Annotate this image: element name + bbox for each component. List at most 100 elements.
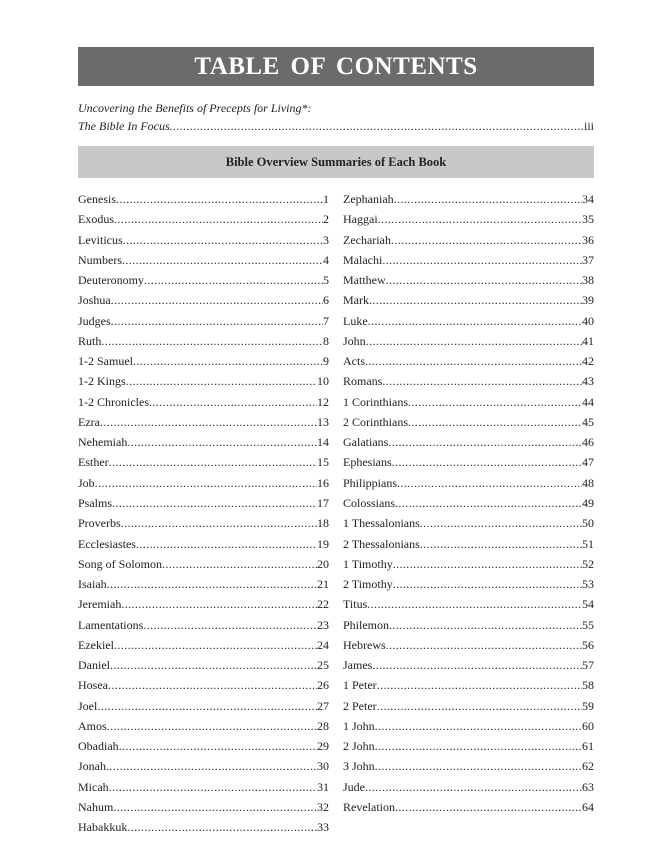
toc-entry[interactable]: 1-2 Samuel 9 [78, 351, 329, 371]
toc-entry[interactable]: Hosea 26 [78, 675, 329, 695]
toc-entry-title: Genesis [78, 192, 116, 206]
dot-leader [420, 534, 582, 554]
toc-entry[interactable]: Genesis 1 [78, 189, 329, 209]
dot-leader [391, 230, 582, 250]
toc-entry-title: Romans [343, 374, 383, 389]
toc-entry[interactable]: Philippians 48 [343, 473, 594, 493]
toc-entry[interactable]: Ezekiel 24 [78, 635, 329, 655]
toc-entry[interactable]: Daniel 25 [78, 655, 329, 675]
toc-entry-title: Ezekiel [78, 637, 114, 652]
toc-entry[interactable]: Micah 31 [78, 777, 329, 797]
toc-entry[interactable]: Isaiah 21 [78, 574, 329, 594]
dot-leader [106, 756, 317, 776]
toc-entry-page: 41 [582, 333, 594, 348]
toc-entry[interactable]: Obadiah 29 [78, 736, 329, 756]
toc-entry-title: 3 John [343, 759, 375, 774]
toc-entry[interactable]: Joshua 6 [78, 290, 329, 310]
toc-entry[interactable]: 1 Timothy 52 [343, 554, 594, 574]
toc-entry[interactable]: Song of Solomon 20 [78, 554, 329, 574]
toc-entry[interactable]: 2 Corinthians 45 [343, 412, 594, 432]
toc-entry[interactable]: Judges 7 [78, 311, 329, 331]
toc-entry-title: 1 John [343, 718, 375, 733]
toc-entry-page: 51 [582, 536, 594, 551]
toc-entry-title: Amos [78, 718, 107, 733]
toc-entry[interactable]: Jonah 30 [78, 756, 329, 776]
toc-entry-page: 18 [317, 516, 329, 531]
toc-entry-page: 55 [582, 617, 594, 632]
dot-leader [377, 696, 582, 716]
toc-entry-title: 1-2 Kings [78, 374, 126, 389]
toc-entry[interactable]: Romans 43 [343, 371, 594, 391]
toc-entry[interactable]: Joel 27 [78, 696, 329, 716]
toc-entry-page: 34 [582, 192, 594, 206]
toc-entry[interactable]: 1-2 Kings 10 [78, 371, 329, 391]
toc-entry-title: Philemon [343, 617, 390, 632]
toc-entry[interactable]: Habakkuk 33 [78, 817, 329, 837]
toc-entry-page: 43 [582, 374, 594, 389]
toc-entry[interactable]: 2 Timothy 53 [343, 574, 594, 594]
toc-entry[interactable]: Jude 63 [343, 777, 594, 797]
toc-entry-title: Deuteronomy [78, 273, 144, 288]
dot-leader [386, 270, 582, 290]
toc-entry[interactable]: 1 Peter 58 [343, 675, 594, 695]
toc-entry[interactable]: Revelation 64 [343, 797, 594, 817]
toc-entry[interactable]: Philemon 55 [343, 615, 594, 635]
dot-leader [375, 736, 582, 756]
toc-entry[interactable]: Ephesians 47 [343, 452, 594, 472]
toc-entry-page: 1 [323, 192, 329, 206]
toc-entry[interactable]: Luke 40 [343, 311, 594, 331]
toc-entry-page: 26 [317, 678, 329, 693]
toc-entry-page: 44 [582, 394, 594, 409]
toc-entry[interactable]: James 57 [343, 655, 594, 675]
toc-entry[interactable]: John 41 [343, 331, 594, 351]
toc-entry[interactable]: Proverbs 18 [78, 513, 329, 533]
toc-entry[interactable]: Lamentations 23 [78, 615, 329, 635]
toc-entry[interactable]: Colossians 49 [343, 493, 594, 513]
toc-entry[interactable]: 2 Thessalonians 51 [343, 534, 594, 554]
toc-entry[interactable]: Deuteronomy 5 [78, 270, 329, 290]
toc-entry-page: 21 [317, 577, 329, 592]
toc-entry-page: 64 [582, 799, 594, 814]
toc-entry[interactable]: Esther 15 [78, 452, 329, 472]
toc-entry[interactable]: Ruth 8 [78, 331, 329, 351]
toc-entry[interactable]: Nahum 32 [78, 797, 329, 817]
toc-entry[interactable]: 1 John 60 [343, 716, 594, 736]
toc-entry[interactable]: 1-2 Chronicles 12 [78, 392, 329, 412]
intro-entry[interactable]: Uncovering the Benefits of Precepts for … [78, 99, 594, 135]
toc-entry-title: Lamentations [78, 617, 144, 632]
toc-entry[interactable]: Mark 39 [343, 290, 594, 310]
toc-entry[interactable]: Ecclesiastes 19 [78, 534, 329, 554]
dot-leader [378, 209, 582, 229]
toc-entry-page: 19 [317, 536, 329, 551]
toc-entry[interactable]: Titus 54 [343, 594, 594, 614]
intro-line-1: Uncovering the Benefits of Precepts for … [78, 101, 312, 115]
toc-entry-page: 24 [317, 637, 329, 652]
toc-entry[interactable]: Hebrews 56 [343, 635, 594, 655]
toc-entry[interactable]: Jeremiah 22 [78, 594, 329, 614]
toc-entry[interactable]: 2 John 61 [343, 736, 594, 756]
toc-entry[interactable]: Job 16 [78, 473, 329, 493]
toc-entry[interactable]: Nehemiah 14 [78, 432, 329, 452]
toc-entry-title: Jeremiah [78, 597, 122, 612]
toc-entry[interactable]: Zechariah 36 [343, 230, 594, 250]
toc-entry[interactable]: Psalms 17 [78, 493, 329, 513]
toc-entry[interactable]: Numbers 4 [78, 250, 329, 270]
toc-entry[interactable]: 1 Thessalonians 50 [343, 513, 594, 533]
toc-entry[interactable]: 3 John 62 [343, 756, 594, 776]
dot-leader [101, 331, 323, 351]
dot-leader [108, 675, 317, 695]
toc-entry[interactable]: Acts 42 [343, 351, 594, 371]
toc-entry[interactable]: Amos 28 [78, 716, 329, 736]
toc-entry[interactable]: Exodus 2 [78, 209, 329, 229]
toc-entry-page: 57 [582, 658, 594, 673]
toc-entry[interactable]: Matthew 38 [343, 270, 594, 290]
dot-leader [116, 189, 323, 209]
toc-entry[interactable]: Malachi 37 [343, 250, 594, 270]
toc-entry[interactable]: 1 Corinthians 44 [343, 392, 594, 412]
toc-entry[interactable]: 2 Peter 59 [343, 696, 594, 716]
toc-entry[interactable]: Galatians 46 [343, 432, 594, 452]
toc-entry[interactable]: Zephaniah 34 [343, 189, 594, 209]
toc-entry[interactable]: Haggai 35 [343, 209, 594, 229]
toc-entry[interactable]: Leviticus 3 [78, 230, 329, 250]
toc-entry[interactable]: Ezra 13 [78, 412, 329, 432]
